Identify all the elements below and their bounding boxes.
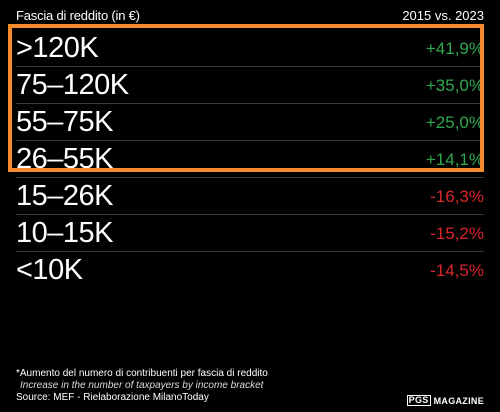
change-value: +35,0%	[425, 75, 484, 95]
brand-name: MAGAZINE	[433, 395, 484, 406]
footnote-italian: *Aumento del numero di contribuenti per …	[16, 368, 268, 379]
table-row: >120K +41,9%	[16, 30, 484, 67]
bracket-label: 10–15K	[16, 216, 114, 249]
change-value: +25,0%	[425, 112, 484, 132]
change-value: +41,9%	[425, 38, 484, 58]
table-row: 55–75K +25,0%	[16, 104, 484, 141]
bracket-label: 55–75K	[16, 105, 114, 138]
source-line: Source: MEF - Rielaborazione MilanoToday	[16, 392, 209, 403]
income-bracket-table: >120K +41,9% 75–120K +35,0% 55–75K +25,0% 26–5…	[16, 30, 484, 289]
bracket-label: <10K	[16, 254, 83, 286]
period-label: 2015 vs. 2023	[402, 7, 484, 23]
footnote-english: Increase in the number of taxpayers by i…	[20, 380, 264, 391]
change-value: -14,5%	[430, 261, 484, 280]
brand-mark: PGS	[406, 395, 431, 406]
bracket-label: 15–26K	[16, 179, 114, 212]
table-row: 15–26K -16,3%	[16, 178, 484, 215]
table-row: <10K -14,5%	[16, 252, 484, 289]
table-row: 75–120K +35,0%	[16, 67, 484, 104]
table-row: 26–55K +14,1%	[16, 141, 484, 178]
change-value: -16,3%	[430, 186, 484, 206]
table-row: 10–15K -15,2%	[16, 215, 484, 252]
bracket-label: 75–120K	[16, 68, 129, 101]
bracket-label: 26–55K	[16, 142, 114, 175]
change-value: -15,2%	[430, 223, 484, 243]
bracket-label: >120K	[16, 31, 99, 64]
change-value: +14,1%	[425, 149, 484, 169]
brand-logo: PGS MAGAZINE	[406, 395, 484, 406]
table-title: Fascia di reddito (in €)	[16, 7, 140, 23]
footnote: *Aumento del numero di contribuenti per …	[16, 368, 268, 404]
table-header: Fascia di reddito (in €) 2015 vs. 2023	[16, 5, 484, 25]
